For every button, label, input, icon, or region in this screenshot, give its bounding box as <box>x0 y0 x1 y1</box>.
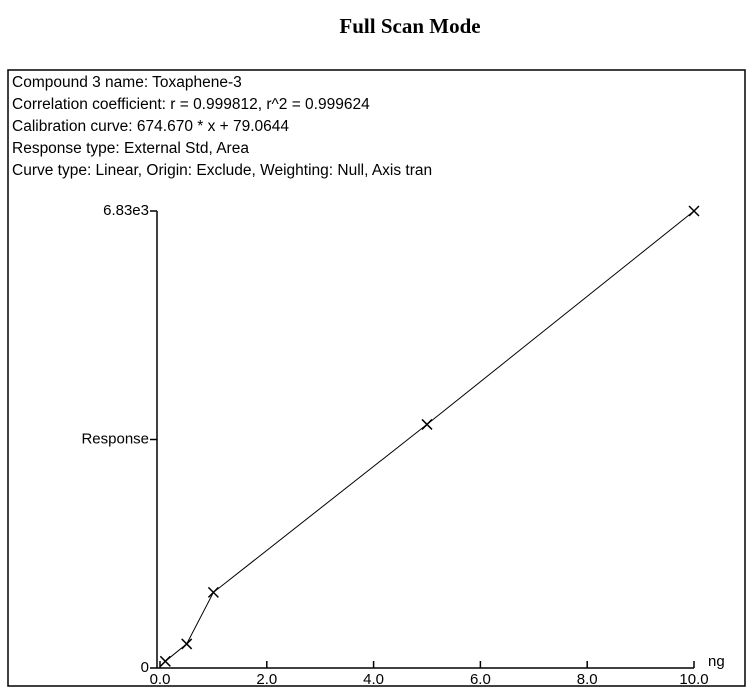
data-point <box>207 586 219 598</box>
x-tick-label: 0.0 <box>150 671 171 687</box>
y-tick-label: 0 <box>141 659 149 676</box>
x-tick-label: 10.0 <box>679 671 708 687</box>
x-tick-label: 4.0 <box>363 671 384 687</box>
x-axis-label: ng <box>708 653 725 670</box>
data-point <box>421 418 433 430</box>
x-tick-label: 2.0 <box>256 671 277 687</box>
data-point <box>181 638 193 650</box>
header-line: Compound 3 name: Toxaphene-3 <box>12 74 242 91</box>
fit-line <box>164 210 695 662</box>
data-point <box>159 655 171 667</box>
header-line: Response type: External Std, Area <box>12 140 249 157</box>
data-point <box>688 205 700 217</box>
header-line: Calibration curve: 674.670 * x + 79.0644 <box>12 118 289 135</box>
header-line: Curve type: Linear, Origin: Exclude, Wei… <box>12 162 432 179</box>
chart-title: Full Scan Mode <box>339 14 480 38</box>
header-line: Correlation coefficient: r = 0.999812, r… <box>12 96 370 113</box>
y-axis-label: Response <box>81 430 149 447</box>
header: Compound 3 name: Toxaphene-3 Correlation … <box>12 74 432 179</box>
panel-frame <box>7 69 746 687</box>
x-tick-label: 8.0 <box>577 671 598 687</box>
x-tick-label: 6.0 <box>470 671 491 687</box>
y-tick-label: 6.83e3 <box>103 202 149 219</box>
